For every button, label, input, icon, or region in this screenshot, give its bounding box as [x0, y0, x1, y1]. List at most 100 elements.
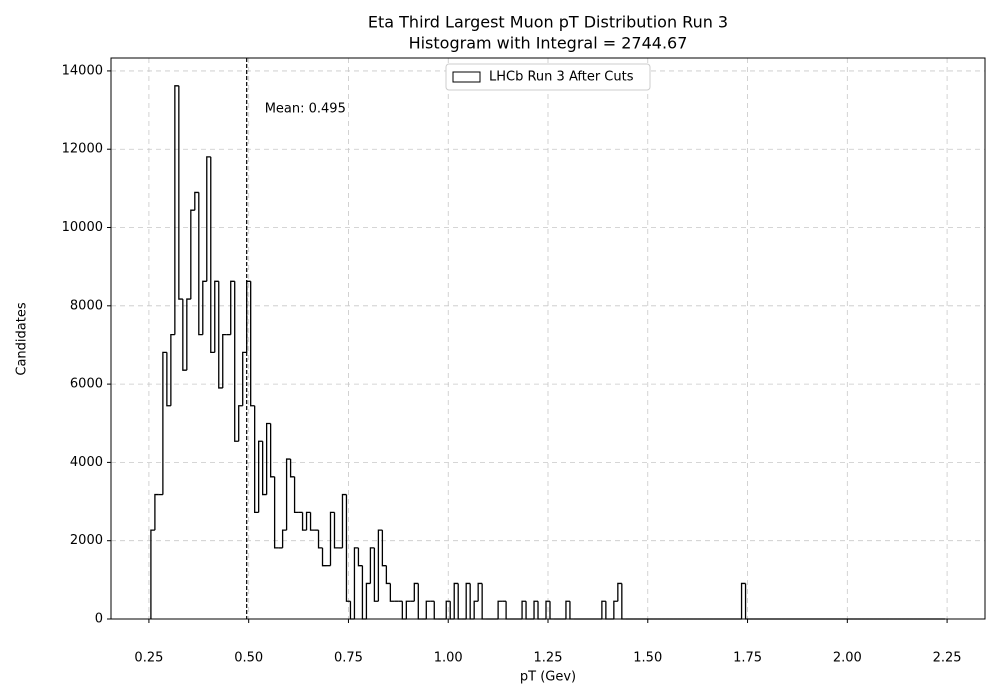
histogram-bin	[389, 583, 395, 602]
histogram-bin	[258, 440, 263, 513]
histogram-bin	[186, 298, 191, 371]
histogram-bin	[477, 582, 483, 602]
histogram-bin	[150, 529, 155, 619]
histogram-bin	[289, 459, 295, 478]
histogram-bin	[194, 191, 199, 211]
histogram-bin	[537, 601, 543, 620]
histogram-bin	[218, 281, 223, 389]
histogram-bin	[190, 209, 195, 300]
y-tick-label: 0	[95, 612, 103, 627]
histogram-bin	[265, 422, 271, 495]
y-tick-label: 2000	[70, 533, 103, 548]
histogram-bin	[465, 582, 471, 619]
histogram-bin	[373, 547, 379, 602]
legend-label: LHCb Run 3 After Cuts	[489, 70, 634, 85]
x-tick-label: 1.50	[633, 651, 662, 666]
histogram-bin	[230, 280, 235, 335]
histogram-bin	[417, 583, 423, 620]
histogram-bin	[621, 583, 626, 620]
histogram-bin	[453, 582, 459, 619]
x-tick-label: 2.00	[833, 651, 862, 666]
histogram-bin	[533, 600, 539, 619]
histogram-bin	[413, 582, 419, 602]
x-tick-label: 1.00	[434, 651, 463, 666]
histogram-bin	[545, 600, 550, 619]
x-tick-label: 0.75	[334, 651, 363, 666]
histogram-bin	[433, 601, 439, 620]
histogram-bin	[353, 547, 359, 619]
histogram-bin	[369, 547, 375, 584]
histogram-bin	[525, 601, 531, 620]
x-tick-label: 1.75	[733, 651, 762, 666]
histogram-bin	[198, 192, 203, 336]
y-axis-label: Candidates	[15, 302, 30, 375]
histogram-bin	[365, 582, 371, 619]
histogram-bin	[617, 582, 622, 602]
histogram-bin	[345, 494, 351, 602]
legend-swatch	[452, 71, 481, 83]
histogram-bin	[234, 281, 239, 442]
histogram-bin	[305, 511, 311, 531]
legend-box	[445, 63, 651, 91]
histogram-bin	[262, 441, 267, 496]
x-tick-label: 1.25	[534, 651, 563, 666]
histogram-bin	[206, 156, 211, 282]
histogram-bin	[317, 530, 323, 549]
histogram-bin	[357, 547, 363, 567]
histogram-bin	[565, 600, 570, 619]
histogram-bin	[321, 547, 327, 567]
histogram-bin	[170, 333, 175, 406]
histogram-bin	[445, 600, 451, 619]
y-tick-label: 12000	[62, 142, 103, 157]
histogram-bin	[601, 600, 606, 619]
histogram-bin	[214, 280, 219, 353]
histogram-bin	[202, 280, 207, 335]
histogram-bin	[301, 512, 307, 531]
histogram-bin	[222, 333, 227, 388]
mean-label: Mean: 0.495	[265, 102, 346, 117]
histogram-bin	[254, 405, 259, 514]
histogram-bin	[250, 281, 255, 407]
histogram-bin	[269, 423, 275, 478]
histogram-bin	[341, 493, 347, 548]
histogram-bin	[457, 583, 463, 620]
chart-subtitle: Histogram with Integral = 2744.67	[409, 34, 688, 53]
histogram-bin	[166, 352, 171, 407]
y-tick-label: 14000	[62, 63, 103, 78]
histogram-bin	[174, 85, 179, 335]
histogram-bin	[210, 156, 215, 354]
histogram-bin	[281, 529, 287, 548]
x-axis-label: pT (Gev)	[520, 670, 576, 685]
histogram-bin	[154, 493, 159, 531]
x-tick-label: 2.25	[933, 651, 962, 666]
histogram-bin	[162, 351, 167, 495]
histogram-bin	[569, 601, 574, 620]
histogram-bin	[497, 600, 503, 619]
histogram-bin	[740, 582, 746, 619]
histogram-bin	[425, 600, 431, 619]
histogram-bin	[309, 512, 315, 531]
y-tick-label: 6000	[70, 377, 103, 392]
histogram-bin	[473, 600, 479, 619]
histogram-bin	[385, 565, 391, 585]
histogram-bin	[293, 476, 299, 514]
x-tick-label: 0.25	[134, 651, 163, 666]
plot-frame	[110, 57, 986, 620]
histogram-bin	[242, 351, 247, 406]
y-tick-label: 10000	[62, 220, 103, 235]
histogram-bin	[605, 601, 610, 620]
histogram-bin	[238, 405, 243, 442]
histogram-bin	[381, 530, 387, 567]
histogram-bin	[377, 529, 383, 602]
histogram-bin	[178, 85, 183, 300]
y-tick-label: 4000	[70, 455, 103, 470]
x-tick-label: 0.50	[234, 651, 263, 666]
histogram-bin	[329, 511, 335, 566]
histogram-bin	[521, 600, 527, 619]
histogram-bin	[613, 600, 618, 619]
chart-title: Eta Third Largest Muon pT Distribution R…	[368, 13, 728, 32]
histogram-bin	[285, 458, 291, 531]
histogram-bin	[481, 583, 487, 620]
histogram-bin	[549, 601, 554, 620]
